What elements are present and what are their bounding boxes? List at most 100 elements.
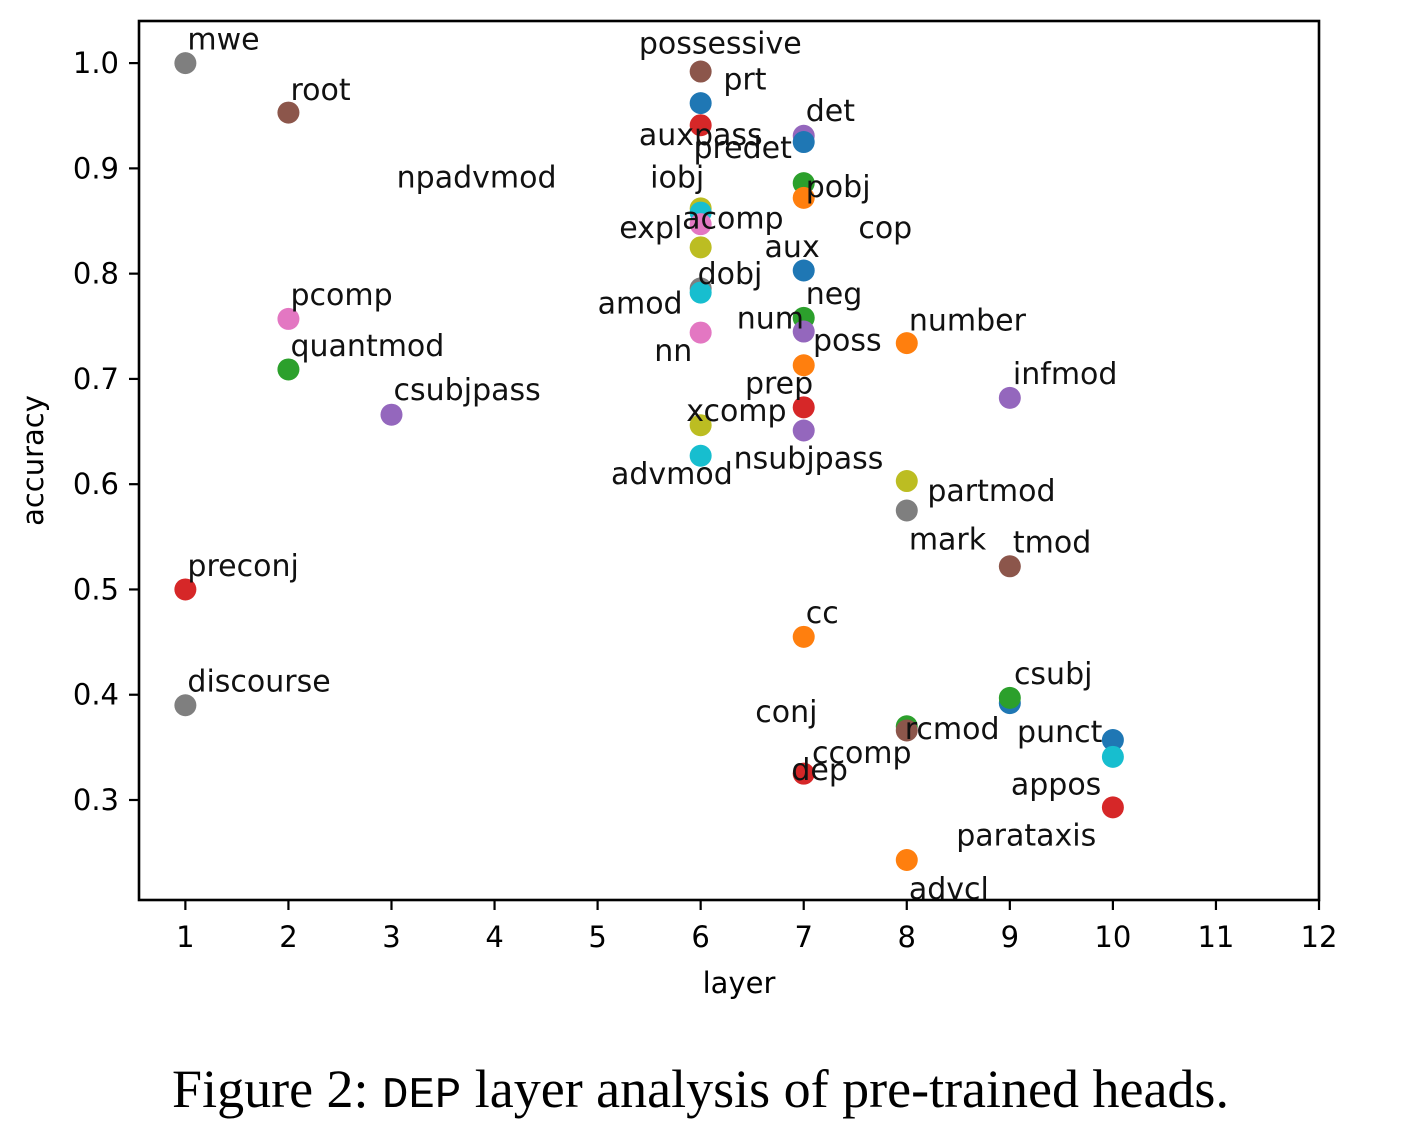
data-point-quantmod [277, 358, 300, 381]
x-tick-label: 9 [1001, 920, 1019, 954]
point-label-punct: punct [1017, 715, 1103, 750]
data-point-num [792, 320, 815, 343]
y-tick-label: 0.4 [73, 678, 119, 712]
data-points [174, 52, 1124, 871]
data-point-advmod [689, 444, 712, 467]
data-point-appos [1101, 745, 1124, 768]
data-point-acomp [792, 186, 815, 209]
point-label-poss: poss [813, 323, 882, 358]
y-tick-label: 0.9 [73, 151, 119, 185]
point-labels: mwe preconj discourse root pcomp quantmod csub… [187, 22, 1117, 907]
point-label-cop: cop [858, 211, 912, 246]
point-label-pcomp: pcomp [290, 278, 392, 313]
data-point-partmod [895, 470, 918, 493]
data-point-infmod [998, 386, 1021, 409]
caption-prefix: Figure 2: [172, 1059, 383, 1119]
x-tick-label: 7 [794, 920, 812, 954]
x-tick-label: 12 [1301, 920, 1338, 954]
point-label-advcl: advcl [909, 872, 989, 907]
y-tick-label: 1.0 [73, 46, 119, 80]
x-tick-label: 5 [588, 920, 606, 954]
data-point-number [895, 332, 918, 355]
x-tick-label: 8 [898, 920, 916, 954]
x-tick-label: 1 [176, 920, 194, 954]
point-label-aux: aux [765, 230, 820, 265]
point-label-partmod: partmod [927, 474, 1055, 509]
point-label-dep: dep [791, 753, 848, 788]
y-tick-label: 0.3 [73, 783, 119, 817]
point-label-nn: nn [654, 334, 692, 369]
point-label-auxpass: auxpass [639, 118, 763, 153]
point-label-rcmod: rcmod [905, 712, 1000, 747]
data-point-amod [689, 281, 712, 304]
data-point-punct [1101, 728, 1124, 751]
point-label-ccomp: ccomp [812, 736, 912, 771]
y-axis-label: accuracy [16, 395, 50, 526]
data-point-cop [689, 236, 712, 259]
x-tick-label: 2 [279, 920, 297, 954]
data-point-nsubjpass [792, 419, 815, 442]
point-label-preconj: preconj [187, 549, 298, 584]
x-tick-label: 11 [1197, 920, 1234, 954]
data-point-aux [792, 259, 815, 282]
point-label-discourse: discourse [187, 665, 330, 700]
data-point-poss [792, 354, 815, 377]
data-point-xcomp [689, 414, 712, 437]
point-label-quantmod: quantmod [290, 329, 444, 364]
point-label-nsubjpass: nsubjpass [734, 441, 884, 476]
data-point-predet [792, 131, 815, 154]
data-point-mark [895, 499, 918, 522]
data-point-dep [792, 762, 815, 785]
data-point-root [277, 101, 300, 124]
data-point-parataxis [1101, 796, 1124, 819]
y-tick-label: 0.6 [73, 467, 119, 501]
scatter-chart: mwe preconj discourse root pcomp quantmod csub… [16, 19, 1338, 1000]
data-point-auxpass [689, 114, 712, 137]
data-point-rcmod [895, 719, 918, 742]
data-point-pcomp [277, 307, 300, 330]
x-tick-label: 4 [485, 920, 503, 954]
y-tick-label: 0.7 [73, 362, 119, 396]
point-label-advmod: advmod [611, 457, 733, 492]
point-label-csubjpass: csubjpass [394, 373, 541, 408]
y-tick-label: 0.8 [73, 257, 119, 291]
point-label-number: number [909, 303, 1027, 338]
point-label-prt: prt [723, 62, 766, 97]
figure-caption: Figure 2: DEP layer analysis of pre-trai… [0, 1058, 1401, 1121]
data-point-advcl [895, 848, 918, 871]
point-label-iobj: iobj [650, 160, 704, 195]
point-label-pobj: pobj [806, 170, 871, 205]
point-label-prep: prep [745, 367, 813, 402]
data-point-tmod [998, 555, 1021, 578]
point-label-acomp: acomp [682, 201, 784, 236]
data-point-expl [689, 213, 712, 236]
point-label-mark: mark [909, 522, 987, 557]
data-point-mwe [174, 52, 197, 75]
data-point-prep [792, 396, 815, 419]
data-point-preconj [174, 578, 197, 601]
caption-suffix: layer analysis of pre-trained heads. [461, 1059, 1229, 1119]
point-label-cc: cc [806, 596, 839, 631]
plot-frame [137, 19, 1321, 902]
point-label-amod: amod [598, 287, 683, 322]
x-tick-label: 6 [691, 920, 709, 954]
x-axis-label: layer [703, 966, 776, 1000]
data-point-ccomp [998, 686, 1021, 709]
data-point-prt [689, 92, 712, 115]
y-tick-label: 0.5 [73, 572, 119, 606]
point-label-csubj: csubj [1014, 657, 1093, 692]
x-tick-label: 3 [382, 920, 400, 954]
point-label-xcomp: xcomp [686, 394, 786, 429]
point-label-conj: conj [755, 695, 817, 730]
axes: 1 2 3 4 5 6 7 8 9 10 11 120.30.40.50.60.70.80.91.0l… [16, 19, 1338, 1000]
point-label-det: det [806, 94, 856, 129]
point-label-root: root [290, 73, 350, 108]
data-point-nn [689, 321, 712, 344]
point-label-tmod: tmod [1013, 526, 1091, 561]
point-label-infmod: infmod [1013, 357, 1118, 392]
data-point-csubjpass [380, 403, 403, 426]
data-point-discourse [174, 694, 197, 717]
point-label-mwe: mwe [187, 22, 259, 57]
point-label-num: num [737, 301, 804, 336]
point-label-parataxis: parataxis [956, 818, 1096, 853]
